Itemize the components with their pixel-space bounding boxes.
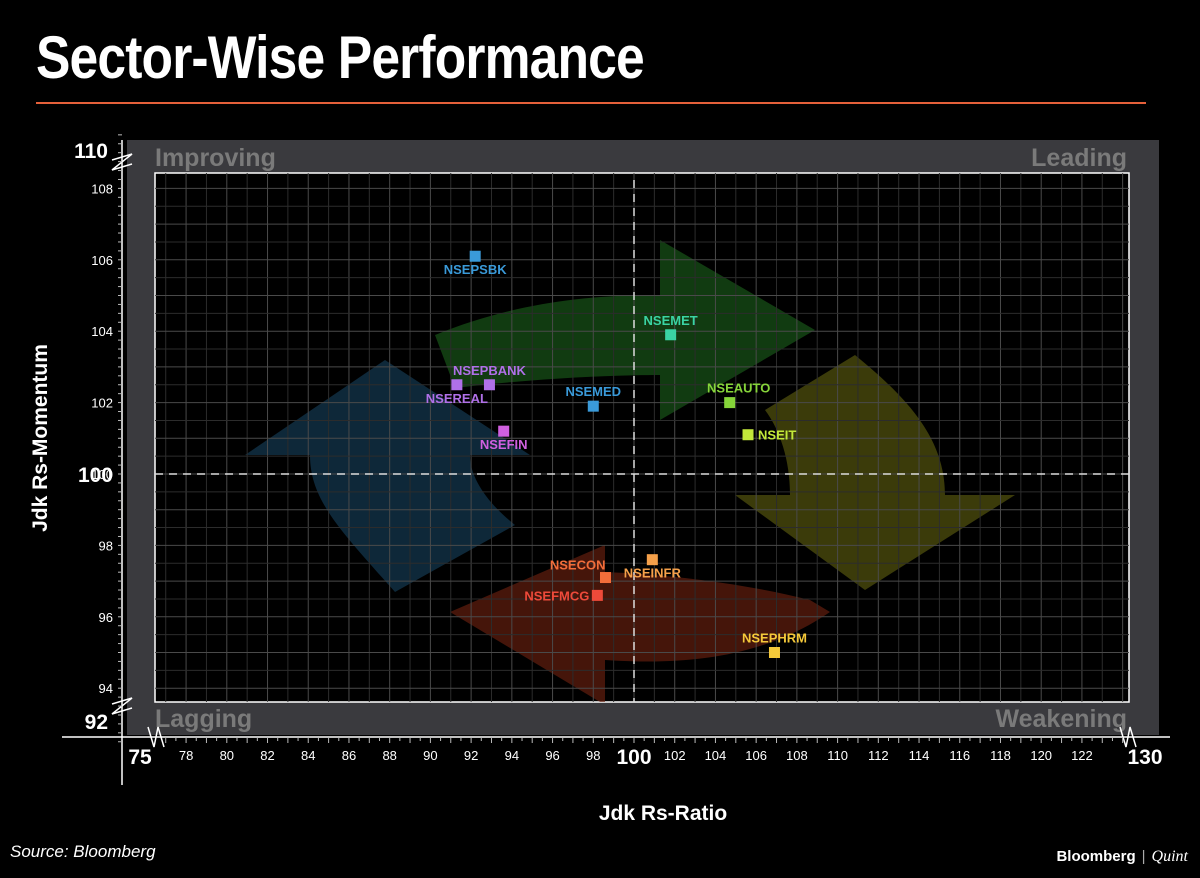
arrow-lagging-to-improving xyxy=(245,360,530,592)
x-tick-label: 110 xyxy=(827,748,848,763)
x-tick-label: 96 xyxy=(545,748,559,763)
point-nsepbank xyxy=(483,379,495,391)
brand-logo: Bloomberg | Quint xyxy=(1056,848,1188,865)
point-label-nsepsbk: NSEPSBK xyxy=(444,262,507,277)
axes: 78 80 82 84 86 88 90 92 94 96 98 100 102 104 106 108 110… xyxy=(62,134,1170,785)
quadrant-label-improving: Improving xyxy=(155,144,276,172)
x-tick-label: 92 xyxy=(464,748,478,763)
data-points: NSEPSBK NSEMET NSEPBANK NSEREAL NSEMED NSEAUT… xyxy=(426,250,807,658)
arrow-weakening-to-lagging xyxy=(450,545,830,702)
chart-title: Sector-Wise Performance xyxy=(36,24,645,91)
grid xyxy=(155,173,1129,702)
brand-name: Bloomberg xyxy=(1056,848,1136,865)
x-tick-label: 86 xyxy=(342,748,356,763)
y-axis-max-label: 110 xyxy=(74,140,108,163)
y-tick-label: 102 xyxy=(91,396,113,411)
point-nsemet xyxy=(665,329,677,341)
point-nsepsbk xyxy=(469,250,481,262)
y-tick-label: 94 xyxy=(99,681,113,696)
y-tick-label: 98 xyxy=(99,538,113,553)
point-nsereal xyxy=(451,379,463,391)
x-tick-label: 82 xyxy=(260,748,274,763)
y-tick-label: 104 xyxy=(91,324,113,339)
y-axis-min-label: 92 xyxy=(85,711,108,734)
x-tick-label: 102 xyxy=(664,748,686,763)
brand-partner: Quint xyxy=(1151,848,1188,865)
point-label-nseauto: NSEAUTO xyxy=(707,381,770,396)
x-tick-label: 116 xyxy=(949,748,970,763)
point-nsefin xyxy=(498,425,510,437)
point-label-nsemed: NSEMED xyxy=(565,384,621,399)
quadrant-label-lagging: Lagging xyxy=(155,705,252,733)
point-label-nsemet: NSEMET xyxy=(644,313,698,328)
x-tick-label: 122 xyxy=(1071,748,1093,763)
x-tick-label: 88 xyxy=(382,748,396,763)
y-tick-label: 106 xyxy=(91,253,113,268)
point-label-nseit: NSEIT xyxy=(758,428,796,443)
point-nseinfr xyxy=(646,554,658,566)
x-tick-label: 112 xyxy=(868,748,889,763)
x-tick-label: 114 xyxy=(909,748,930,763)
point-label-nsephrm: NSEPHRM xyxy=(742,631,807,646)
point-nsecon xyxy=(599,572,611,584)
reference-lines xyxy=(155,180,1129,702)
x-axis-max-label: 130 xyxy=(1127,746,1162,769)
y-tick-label: 100 xyxy=(91,467,113,482)
point-label-nseinfr: NSEINFR xyxy=(624,566,682,581)
x-tick-label: 106 xyxy=(745,748,767,763)
point-nsefmcg xyxy=(591,589,603,601)
x-tick-label: 80 xyxy=(220,748,234,763)
x-tick-label: 118 xyxy=(990,748,1011,763)
x-axis-min-label: 75 xyxy=(128,746,152,769)
point-label-nsefmcg: NSEFMCG xyxy=(524,588,589,603)
point-label-nsereal: NSEREAL xyxy=(426,391,488,406)
x-axis-label: Jdk Rs-Ratio xyxy=(599,802,727,825)
x-tick-label: 120 xyxy=(1030,748,1052,763)
point-nseauto xyxy=(724,397,736,409)
point-label-nsecon: NSECON xyxy=(550,558,606,573)
x-tick-label: 94 xyxy=(505,748,519,763)
y-tick-label-100: 100 xyxy=(78,464,113,487)
arrow-improving-to-leading xyxy=(435,240,815,420)
arrow-leading-to-weakening xyxy=(735,355,1015,590)
x-tick-label: 98 xyxy=(586,748,600,763)
x-axis-break-left xyxy=(147,726,165,748)
y-tick-label: 96 xyxy=(99,610,113,625)
x-tick-label: 100 xyxy=(616,746,651,769)
cycle-arrows xyxy=(245,240,1015,702)
quadrant-label-weakening: Weakening xyxy=(995,705,1127,733)
quadrant-labels: Improving Leading Lagging Weakening xyxy=(155,144,1127,733)
x-tick-label: 84 xyxy=(301,748,315,763)
point-nsephrm xyxy=(768,647,780,658)
x-tick-label: 108 xyxy=(786,748,808,763)
title-rule xyxy=(36,102,1146,104)
y-tick-label: 108 xyxy=(91,181,113,196)
x-tick-label: 78 xyxy=(179,748,193,763)
quadrant-label-leading: Leading xyxy=(1031,144,1127,172)
y-axis-label: Jdk Rs-Momentum xyxy=(29,344,52,532)
x-tick-label: 90 xyxy=(423,748,437,763)
x-tick-label: 104 xyxy=(705,748,727,763)
point-label-nsepbank: NSEPBANK xyxy=(453,363,527,378)
point-nsemed xyxy=(587,400,599,412)
point-label-nsefin: NSEFIN xyxy=(480,437,528,452)
point-nseit xyxy=(742,429,754,441)
source-note: Source: Bloomberg xyxy=(10,842,156,861)
